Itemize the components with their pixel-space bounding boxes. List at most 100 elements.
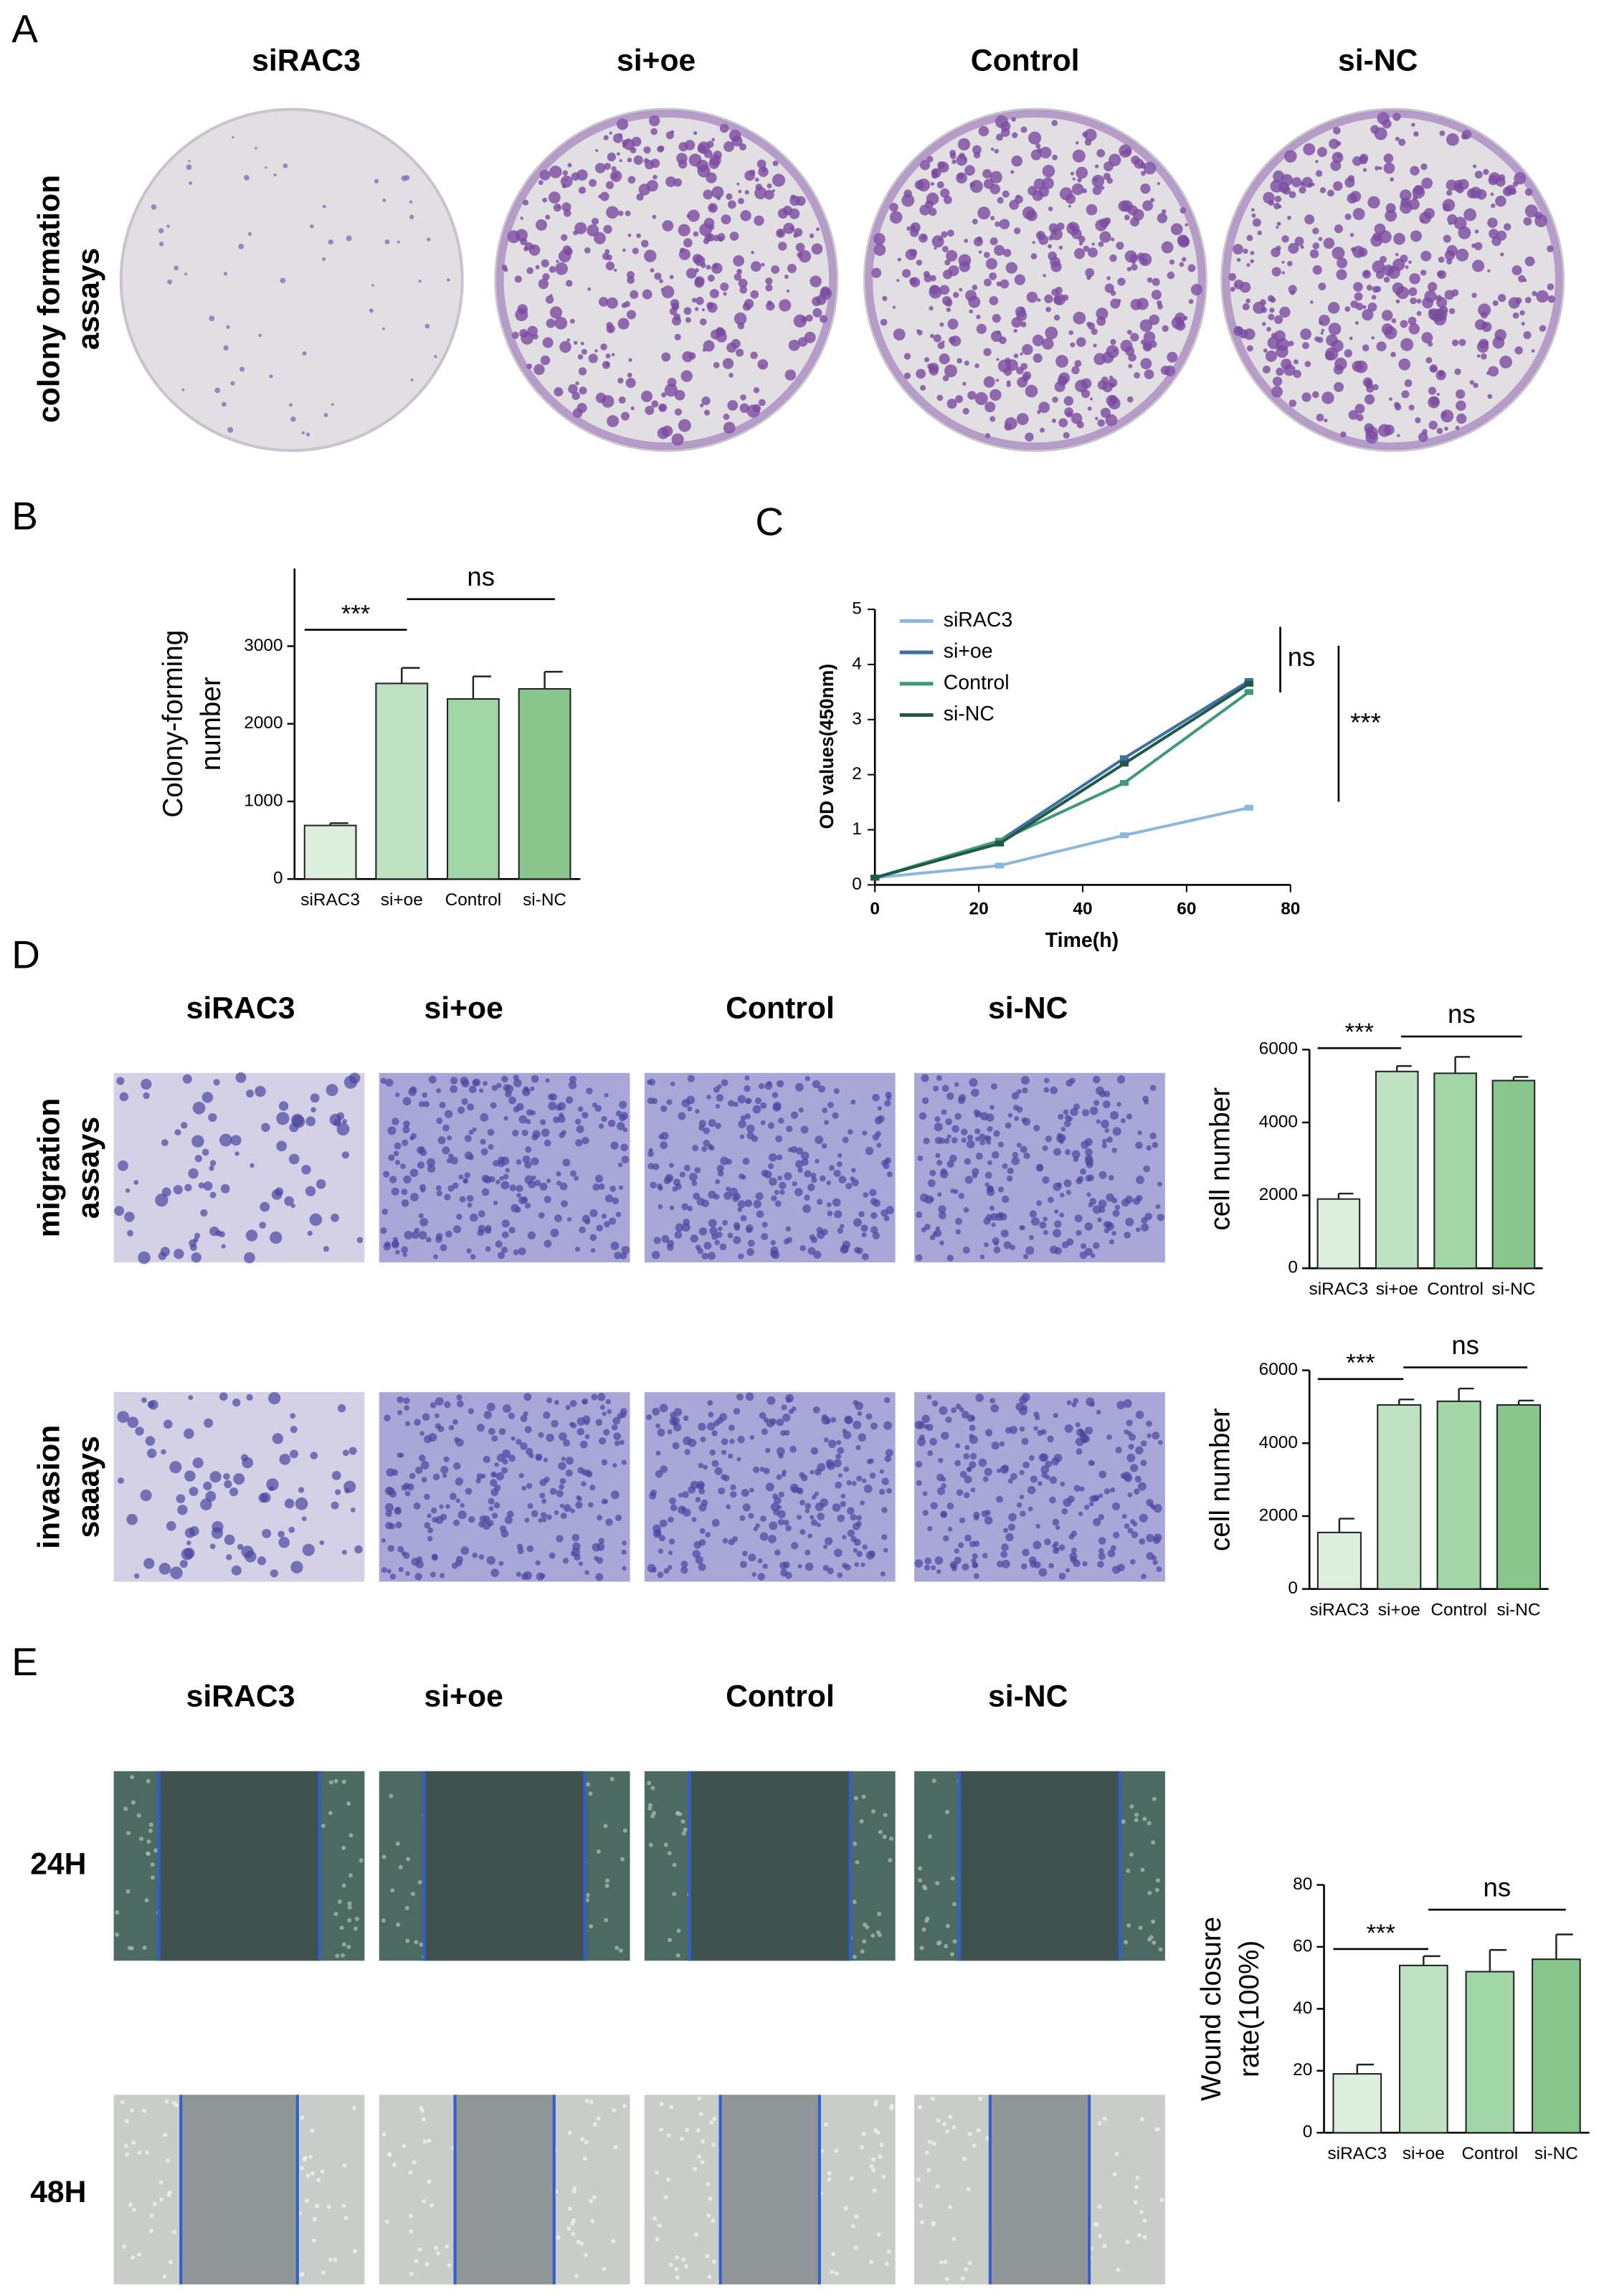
cell [614, 1945, 620, 1950]
cell [1078, 1429, 1083, 1434]
cell [613, 1432, 622, 1441]
cell [557, 1102, 566, 1111]
colony [990, 389, 1002, 401]
cell [997, 1186, 1005, 1193]
colony [1072, 149, 1086, 163]
cell [1036, 1200, 1042, 1206]
cell [1086, 1397, 1095, 1406]
colony [227, 427, 234, 433]
colony [1063, 432, 1070, 439]
colony [1006, 383, 1011, 388]
colony [776, 228, 786, 238]
y-axis-label: OD values(450nm) [816, 664, 837, 829]
cell [935, 1153, 941, 1158]
colony [331, 403, 334, 406]
cell [924, 1557, 932, 1565]
colony [523, 246, 528, 252]
colony [1344, 349, 1352, 358]
cell [347, 1901, 352, 1906]
y-tick-label: 3 [852, 709, 862, 728]
cell [949, 1952, 954, 1957]
cell [1020, 1145, 1028, 1153]
colony [1054, 381, 1066, 392]
cell [319, 1540, 325, 1545]
cell [455, 1477, 463, 1486]
cell [810, 1469, 815, 1475]
colony [1321, 391, 1334, 404]
cell [136, 1813, 141, 1818]
colony [783, 222, 795, 234]
colony [625, 210, 631, 216]
colony [382, 198, 386, 202]
colony [1271, 267, 1281, 277]
colony [1519, 310, 1525, 316]
cell [414, 1419, 421, 1426]
cell [244, 1252, 255, 1264]
colony [535, 265, 540, 270]
cell [430, 1571, 436, 1578]
cell [1043, 1087, 1050, 1093]
cell [647, 1080, 652, 1085]
colony [1315, 170, 1323, 177]
cell [869, 1189, 877, 1196]
cell [423, 1100, 430, 1107]
cell [881, 1534, 888, 1540]
cell [681, 1831, 686, 1836]
colony [810, 275, 822, 287]
colony [1514, 346, 1523, 355]
cell [422, 1092, 428, 1098]
cell [124, 1211, 135, 1222]
cell [951, 1137, 958, 1144]
cell [604, 1092, 609, 1097]
colony [1436, 427, 1443, 434]
cell [985, 1214, 993, 1221]
cell [1127, 1528, 1134, 1534]
cell [744, 1199, 753, 1207]
colony [1385, 209, 1397, 222]
cell [700, 2159, 705, 2165]
cell [382, 1171, 390, 1178]
colony [223, 272, 228, 276]
cell [565, 1457, 574, 1465]
colony [905, 249, 917, 260]
cell [941, 1109, 947, 1115]
colony [1309, 249, 1319, 259]
cell [409, 1472, 416, 1480]
colony [561, 184, 567, 189]
cell [579, 2242, 584, 2247]
cell [1159, 2197, 1164, 2202]
cell [1070, 1107, 1078, 1116]
colony [1016, 413, 1029, 426]
cell [1021, 1437, 1029, 1445]
cell [490, 1488, 499, 1497]
colony [731, 338, 741, 349]
cell [447, 2263, 452, 2268]
cell [540, 1119, 546, 1125]
cell [728, 1424, 735, 1432]
bar [1491, 1080, 1536, 1270]
cell [483, 1080, 488, 1086]
colony [929, 366, 939, 376]
cell [695, 1109, 700, 1114]
cell [1010, 1472, 1017, 1480]
cell [739, 1173, 745, 1179]
cell [995, 1495, 1003, 1503]
colony [662, 220, 674, 232]
colony [1040, 427, 1045, 433]
cell [1027, 1485, 1036, 1495]
cell [450, 1085, 457, 1093]
cell [427, 1535, 433, 1542]
cell [556, 1171, 561, 1177]
cell [915, 1254, 923, 1262]
cell [1053, 1220, 1062, 1228]
cell [432, 1553, 438, 1559]
colony [1531, 349, 1535, 353]
cell [938, 1205, 946, 1214]
series-line [874, 806, 1250, 880]
colony [977, 206, 991, 220]
cell [502, 1458, 508, 1465]
cell [1022, 1087, 1028, 1094]
colony [1523, 330, 1532, 340]
cell [836, 1439, 842, 1445]
row-label: 48H [30, 2175, 86, 2209]
